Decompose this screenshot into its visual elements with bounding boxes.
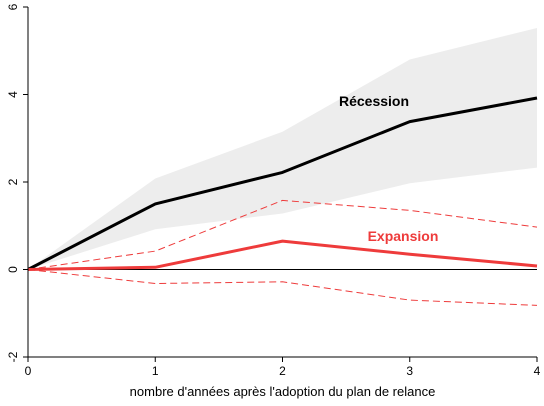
x-tick-label: 2 <box>279 364 286 378</box>
y-tick-label: 2 <box>6 178 20 185</box>
series-label-1: Expansion <box>368 228 439 244</box>
series-line-0 <box>27 96 538 271</box>
series-label-0: Récession <box>339 93 409 109</box>
band-lower-line-1 <box>27 269 538 306</box>
confidence-band-0 <box>28 28 537 270</box>
x-tick-label: 0 <box>25 364 32 378</box>
y-tick-label: 0 <box>6 266 20 273</box>
y-tick-label: 4 <box>6 91 20 98</box>
x-tick-label: 1 <box>152 364 159 378</box>
series-line-1 <box>27 239 538 271</box>
x-axis-label: nombre d'années après l'adoption du plan… <box>130 384 436 399</box>
x-tick-label: 3 <box>406 364 413 378</box>
y-tick-label: 6 <box>6 3 20 10</box>
band-upper-line-1 <box>27 199 538 270</box>
y-tick-label: -2 <box>6 351 20 362</box>
x-tick-label: 4 <box>534 364 541 378</box>
